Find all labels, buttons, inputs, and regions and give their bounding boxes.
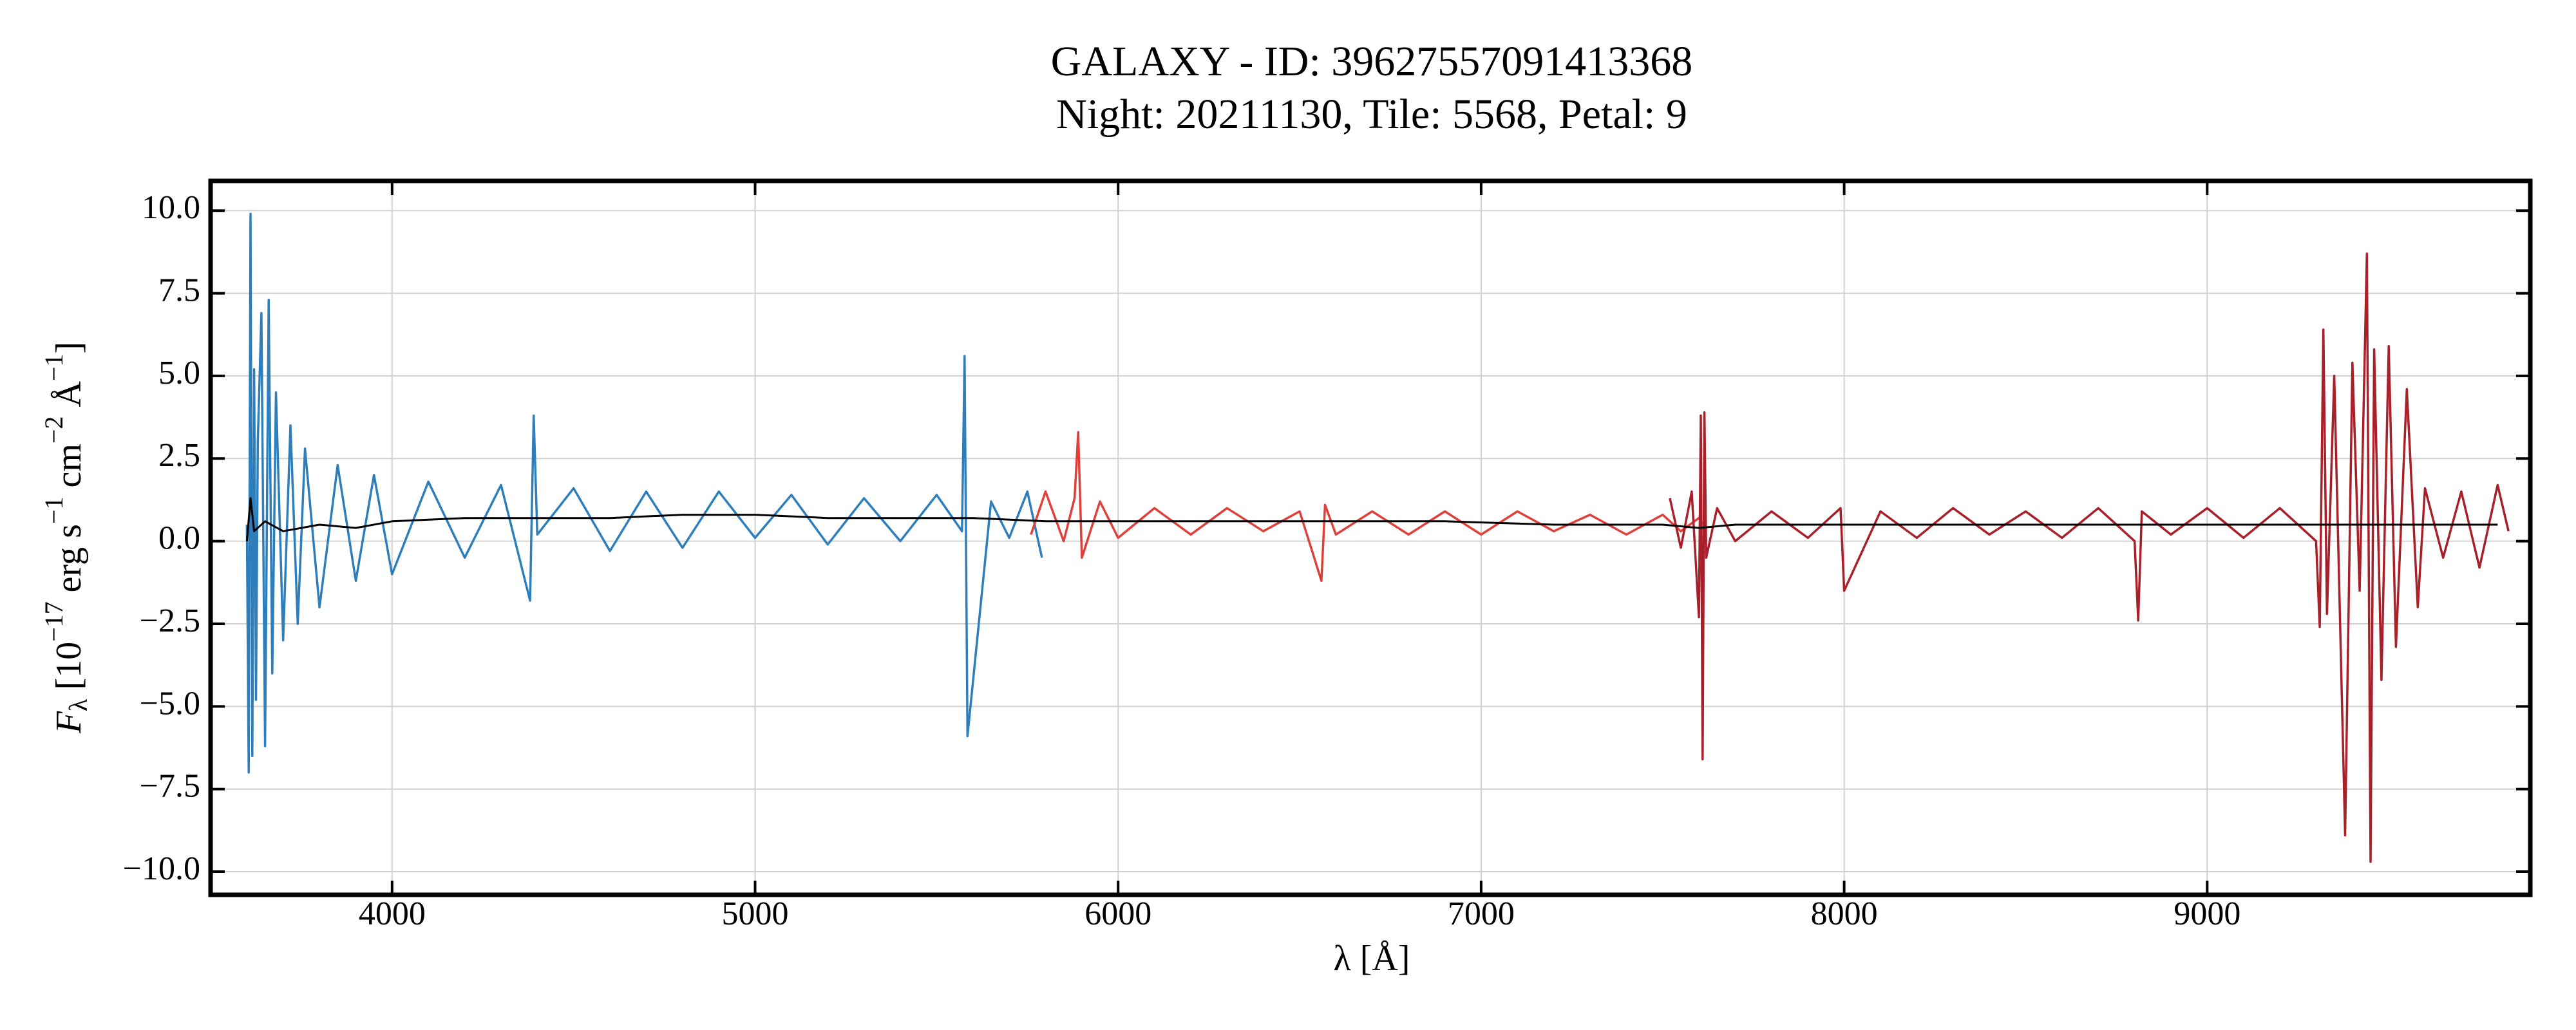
chart-title: GALAXY - ID: 39627557091413368	[1051, 38, 1693, 85]
y-axis-label-part: −1	[39, 496, 68, 524]
y-axis-label-part: F	[49, 711, 89, 734]
y-axis-label-part: −17	[39, 601, 68, 642]
spectrum-line	[1669, 252, 2510, 863]
y-tick-label: 7.5	[158, 272, 200, 309]
spectrum-line	[245, 212, 1043, 774]
x-tick-label: 5000	[722, 895, 789, 932]
y-tick-label: −5.0	[140, 685, 200, 722]
spectrum-line	[245, 497, 2498, 541]
y-tick-label: −10.0	[123, 850, 200, 887]
plot-frame	[208, 178, 2533, 897]
y-tick-label: 2.5	[158, 437, 200, 474]
x-tick-label: 6000	[1084, 895, 1151, 932]
y-axis-label: Fλ [10−17 erg s−1 cm−2 Å−1]	[39, 342, 93, 734]
y-axis-label-part: ]	[49, 342, 89, 354]
y-tick-label: 5.0	[158, 355, 200, 391]
y-axis-label-part: [10	[49, 642, 89, 699]
y-axis-label-part: erg s	[49, 524, 89, 601]
x-tick-label: 4000	[359, 895, 426, 932]
y-tick-label: −2.5	[140, 603, 200, 639]
x-tick-label: 9000	[2174, 895, 2240, 932]
x-tick-label: 8000	[1811, 895, 1878, 932]
y-axis-label-part: Å	[49, 380, 89, 416]
y-tick-label: 10.0	[142, 189, 200, 226]
y-axis-label-part: −2	[39, 416, 68, 444]
chart-subtitle: Night: 20211130, Tile: 5568, Petal: 9	[1056, 91, 1687, 138]
y-axis-label-part: λ	[64, 698, 93, 711]
y-tick-label: 0.0	[158, 520, 200, 557]
x-axis-label: λ [Å]	[1334, 939, 1410, 979]
y-tick-label: −7.5	[140, 768, 200, 805]
y-axis-label-part: −1	[39, 353, 68, 381]
x-tick-label: 7000	[1448, 895, 1515, 932]
y-axis-label-part: cm	[49, 444, 89, 496]
